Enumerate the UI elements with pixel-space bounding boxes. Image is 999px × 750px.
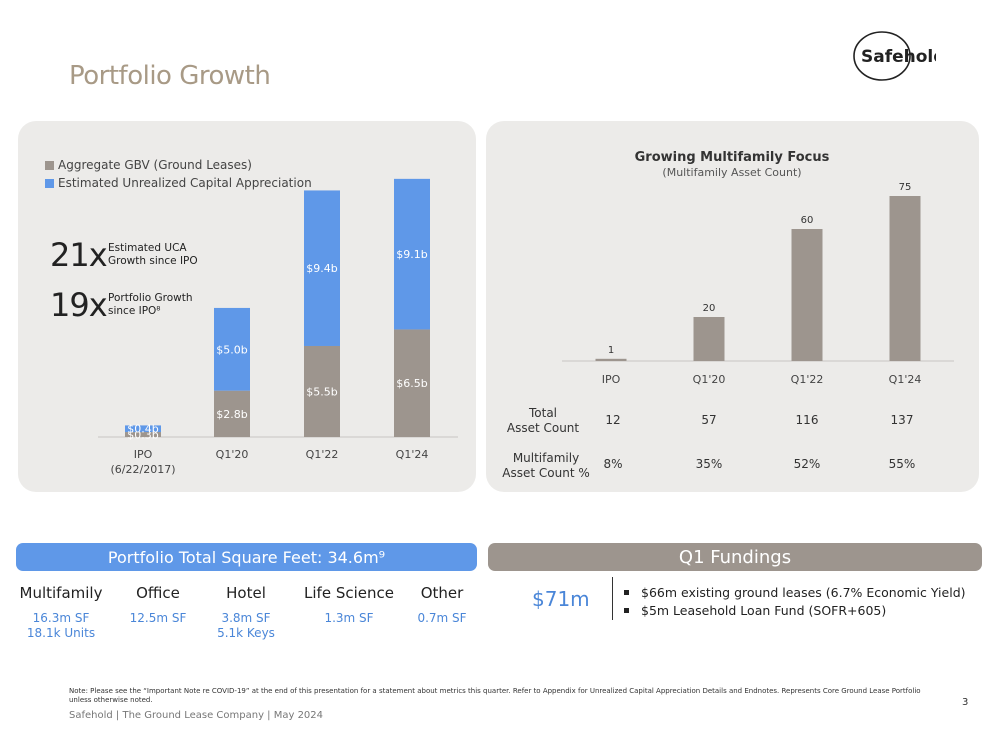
- table-cell: 116: [795, 413, 819, 427]
- list-item-text: $66m existing ground leases (6.7% Econom…: [641, 584, 966, 600]
- footnote: Note: Please see the “Important Note re …: [69, 687, 921, 704]
- sqft-category: Hotel 3.8m SF 5.1k Keys: [196, 584, 296, 641]
- chart-subtitle: (Multifamily Asset Count): [662, 166, 801, 179]
- tick-label: Q1'24: [889, 373, 922, 386]
- bar-uca: [394, 178, 430, 330]
- data-label: $9.4b: [306, 262, 337, 275]
- category-name: Life Science: [304, 584, 394, 602]
- data-label: $2.8b: [216, 408, 247, 421]
- table-cell: 52%: [793, 457, 821, 471]
- divider: [612, 577, 613, 620]
- data-label: 1: [608, 345, 614, 356]
- table-cell: 12: [605, 413, 621, 427]
- data-label: $0.4b: [127, 423, 158, 436]
- tick-label: Q1'22: [791, 373, 824, 386]
- stat-label: Portfolio Growth since IPO⁸: [108, 292, 193, 317]
- category-name: Multifamily: [19, 584, 103, 602]
- data-label: $9.1b: [396, 248, 427, 261]
- chart-title: Growing Multifamily Focus: [635, 150, 830, 165]
- table-row-label: Total Asset Count: [506, 406, 580, 435]
- tick-label: Q1'22: [306, 448, 339, 461]
- category-value: 1.3m SF: [324, 611, 374, 625]
- category-name: Other: [420, 584, 464, 602]
- data-label: $5.5b: [306, 385, 337, 398]
- category-name: Hotel: [226, 584, 266, 602]
- footer: Safehold | The Ground Lease Company | Ma…: [69, 710, 324, 721]
- category-value: 3.8m SF 5.1k Keys: [217, 611, 275, 640]
- table-row-label: Multifamily Asset Count %: [502, 451, 590, 480]
- fundings-header: Q1 Fundings: [488, 543, 982, 571]
- sqft-category: Office 12.5m SF: [108, 584, 208, 626]
- stat-value: 19x: [50, 286, 108, 324]
- table-cell: 8%: [603, 457, 623, 471]
- data-label: $5.0b: [216, 343, 247, 356]
- fundings-amount: $71m: [532, 587, 590, 611]
- fundings-list: $66m existing ground leases (6.7% Econom…: [624, 583, 966, 619]
- list-item-text: $5m Leasehold Loan Fund (SOFR+605): [641, 602, 887, 618]
- bar-uca: [304, 190, 340, 346]
- tick-label: (6/22/2017): [111, 463, 176, 476]
- data-label: 20: [703, 303, 716, 314]
- bar-gbv: [214, 390, 250, 437]
- data-label: 75: [899, 182, 912, 193]
- data-label: $6.5b: [396, 377, 427, 390]
- stat-label: Estimated UCA Growth since IPO: [108, 242, 198, 267]
- bullet-icon: [624, 589, 629, 595]
- sqft-category: Multifamily 16.3m SF 18.1k Units: [11, 584, 111, 641]
- tick-label: IPO: [602, 373, 621, 386]
- stat-portfolio-growth: 19x Portfolio Growth since IPO⁸: [50, 286, 218, 324]
- table-cell: 55%: [888, 457, 916, 471]
- legend-item-uca: Estimated Unrealized Capital Appreciatio…: [45, 174, 312, 192]
- legend-label: Aggregate GBV (Ground Leases): [58, 158, 252, 172]
- category-value: 12.5m SF: [129, 611, 187, 625]
- sqft-category: Life Science 1.3m SF: [299, 584, 399, 626]
- page-number: 3: [962, 697, 969, 708]
- bar: [595, 358, 627, 361]
- sqft-header: Portfolio Total Square Feet: 34.6m⁹: [16, 543, 477, 571]
- tick-label: Q1'24: [396, 448, 429, 461]
- bar-gbv: [125, 432, 161, 437]
- chart-legend: Aggregate GBV (Ground Leases) Estimated …: [45, 156, 312, 192]
- bar: [791, 229, 823, 361]
- bar: [889, 196, 921, 361]
- stat-value: 21x: [50, 236, 108, 274]
- bar: [693, 317, 725, 361]
- list-item: $5m Leasehold Loan Fund (SOFR+605): [624, 601, 966, 619]
- table-cell: 137: [890, 413, 914, 427]
- svg-text:Safehold: Safehold: [861, 47, 936, 67]
- bar-uca: [214, 307, 250, 391]
- bar-uca: [125, 425, 161, 433]
- data-label: 60: [801, 215, 814, 226]
- page-title: Portfolio Growth: [69, 61, 271, 91]
- category-name: Office: [136, 584, 180, 602]
- bar-gbv: [394, 329, 430, 437]
- legend-item-gbv: Aggregate GBV (Ground Leases): [45, 156, 312, 174]
- bullet-icon: [624, 607, 629, 613]
- sqft-category: Other 0.7m SF: [392, 584, 492, 626]
- tick-label: Q1'20: [216, 448, 249, 461]
- tick-label: IPO: [134, 448, 153, 461]
- legend-swatch: [45, 178, 54, 188]
- safehold-logo: Safehold: [853, 31, 936, 81]
- legend-swatch: [45, 160, 54, 170]
- table-cell: 57: [701, 413, 717, 427]
- table-cell: 35%: [695, 457, 723, 471]
- category-value: 0.7m SF: [417, 611, 467, 625]
- stat-uca-growth: 21x Estimated UCA Growth since IPO: [50, 236, 218, 274]
- legend-label: Estimated Unrealized Capital Appreciatio…: [58, 176, 312, 190]
- tick-label: Q1'20: [693, 373, 726, 386]
- bar-gbv: [304, 345, 340, 437]
- category-value: 16.3m SF 18.1k Units: [26, 611, 96, 640]
- list-item: $66m existing ground leases (6.7% Econom…: [624, 583, 966, 601]
